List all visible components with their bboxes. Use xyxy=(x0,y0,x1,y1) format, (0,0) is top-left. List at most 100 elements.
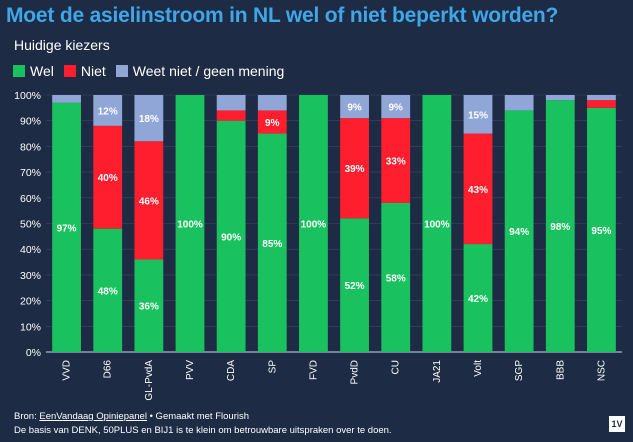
y-tick-label: 80% xyxy=(20,141,41,153)
data-label: 100% xyxy=(424,220,450,231)
y-tick-label: 20% xyxy=(20,296,41,308)
y-tick-label: 30% xyxy=(20,270,41,282)
bar-segment[interactable] xyxy=(134,141,164,260)
bar-segment[interactable] xyxy=(257,133,287,352)
data-label: 85% xyxy=(262,239,282,250)
bar-segment[interactable] xyxy=(299,95,328,352)
data-label: 9% xyxy=(265,118,280,129)
x-tick-label: SGP xyxy=(514,360,525,381)
legend-item-wel[interactable]: Wel xyxy=(13,63,54,79)
x-tick-label: D66 xyxy=(103,360,114,379)
data-label: 97% xyxy=(57,223,77,234)
chart-subtitle: Huidige kiezers xyxy=(14,37,110,53)
legend-label-wel: Wel xyxy=(30,63,54,79)
data-label: 58% xyxy=(386,273,406,284)
y-tick-label: 10% xyxy=(20,321,41,333)
bar-segment[interactable] xyxy=(381,202,411,352)
x-tick-label: VVD xyxy=(62,360,73,381)
bar-segment[interactable] xyxy=(216,120,246,352)
legend-swatch-wel xyxy=(13,65,25,77)
y-tick-label: 50% xyxy=(20,219,41,231)
data-label: 48% xyxy=(98,286,118,297)
data-label: 43% xyxy=(468,185,488,196)
bar-segment[interactable] xyxy=(340,218,369,352)
legend-item-weet-niet[interactable]: Weet niet / geen mening xyxy=(115,63,285,79)
source-prefix: Bron: xyxy=(14,411,40,422)
chart-title: Moet de asielinstroom in NL wel of niet … xyxy=(6,4,559,27)
data-label: 9% xyxy=(388,103,403,114)
x-tick-label: CDA xyxy=(226,360,237,381)
bar-segment[interactable] xyxy=(463,133,493,245)
legend-swatch-weet-niet xyxy=(115,65,128,77)
data-label: 18% xyxy=(139,114,159,125)
legend-item-niet[interactable]: Niet xyxy=(63,63,106,79)
bar-segment[interactable] xyxy=(52,95,81,103)
x-tick-label: PVV xyxy=(185,360,196,380)
data-label: 39% xyxy=(345,164,365,175)
bar-segment[interactable] xyxy=(93,95,123,126)
bar-segment[interactable] xyxy=(52,102,81,353)
x-tick-label: JA21 xyxy=(432,360,443,383)
data-label: 52% xyxy=(345,281,365,292)
bar-segment[interactable] xyxy=(175,95,205,352)
data-label: 94% xyxy=(509,227,529,238)
bar-segment[interactable] xyxy=(463,244,493,352)
x-tick-label: CU xyxy=(391,360,402,374)
data-label: 15% xyxy=(468,110,488,121)
y-tick-label: 100% xyxy=(14,90,41,102)
y-tick-label: 90% xyxy=(20,116,41,128)
bar-segment[interactable] xyxy=(257,95,287,111)
bar-segment[interactable] xyxy=(504,95,534,111)
bar-segment[interactable] xyxy=(93,228,123,352)
y-tick-label: 70% xyxy=(20,167,41,179)
bar-segment[interactable] xyxy=(587,95,616,101)
data-label: 95% xyxy=(591,226,611,237)
x-tick-label: BBB xyxy=(555,360,566,380)
bar-segment[interactable] xyxy=(587,107,616,352)
bar-segment[interactable] xyxy=(381,118,411,203)
footer-note: De basis van DENK, 50PLUS en BIJ1 is te … xyxy=(14,425,392,436)
data-label: 100% xyxy=(177,220,203,231)
legend-swatch-niet xyxy=(63,65,76,77)
bar-segment[interactable] xyxy=(340,118,369,219)
y-tick-label: 40% xyxy=(20,244,41,256)
data-label: 9% xyxy=(347,103,362,114)
legend-label-niet: Niet xyxy=(80,63,106,79)
legend-label-weet-niet: Weet niet / geen mening xyxy=(132,63,285,79)
source-suffix: • Gemaakt met Flourish xyxy=(146,411,250,422)
x-tick-label: PvdD xyxy=(350,360,361,384)
bar-segment[interactable] xyxy=(93,125,123,229)
x-tick-label: SP xyxy=(267,360,278,374)
data-label: 100% xyxy=(301,220,327,231)
data-label: 90% xyxy=(221,232,241,243)
bar-segment[interactable] xyxy=(504,110,534,352)
bar-segment[interactable] xyxy=(340,95,369,119)
bar-segment[interactable] xyxy=(216,95,246,111)
legend: Wel Niet Weet niet / geen mening xyxy=(13,63,294,79)
data-label: 98% xyxy=(550,222,570,233)
bar-segment[interactable] xyxy=(381,95,411,119)
data-label: 46% xyxy=(139,196,159,207)
footer: Bron: EenVandaag Opiniepanel • Gemaakt m… xyxy=(14,410,392,438)
bar-segment[interactable] xyxy=(257,110,287,134)
bar-segment[interactable] xyxy=(545,95,575,101)
x-tick-label: GL-PvdA xyxy=(144,360,155,401)
bar-segment[interactable] xyxy=(545,100,575,352)
data-label: 33% xyxy=(386,157,406,168)
eenvandaag-logo: 1V xyxy=(609,416,625,432)
source-line: Bron: EenVandaag Opiniepanel • Gemaakt m… xyxy=(14,410,392,424)
data-label: 40% xyxy=(98,173,118,184)
bar-segment[interactable] xyxy=(587,100,616,108)
x-tick-label: FVD xyxy=(308,360,319,380)
source-link[interactable]: EenVandaag Opiniepanel xyxy=(39,411,147,422)
bar-segment[interactable] xyxy=(422,95,452,352)
bar-segment[interactable] xyxy=(134,259,164,352)
y-tick-label: 60% xyxy=(20,193,41,205)
data-label: 42% xyxy=(468,294,488,305)
bar-segment[interactable] xyxy=(463,95,493,134)
x-tick-label: NSC xyxy=(596,360,607,381)
bar-segment[interactable] xyxy=(134,95,164,142)
x-tick-label: Volt xyxy=(473,360,484,377)
bar-segment[interactable] xyxy=(216,110,246,121)
